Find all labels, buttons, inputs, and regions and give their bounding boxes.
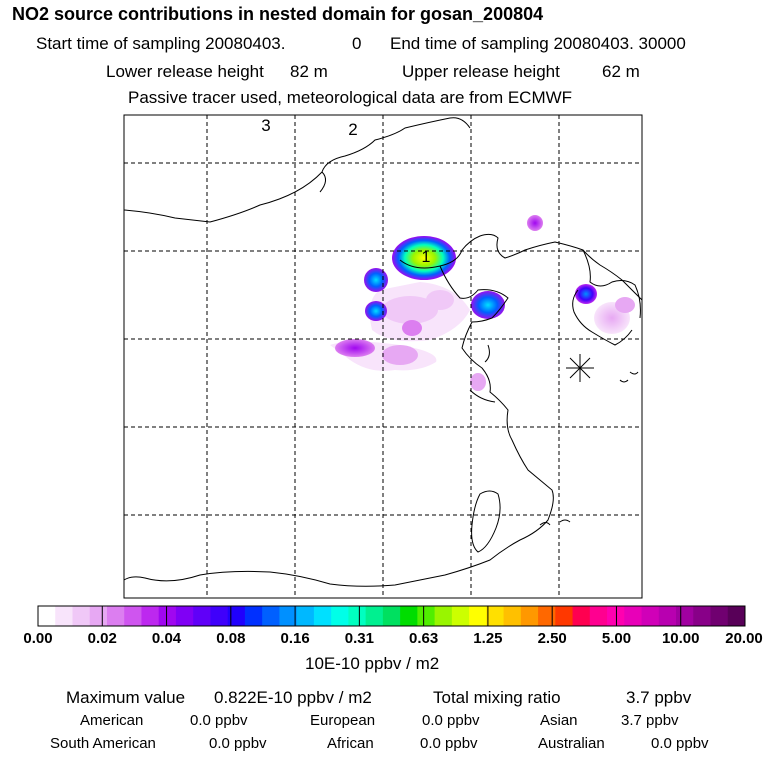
region-name-american: American	[80, 712, 144, 729]
colorbar-swatch	[141, 606, 160, 626]
region-name-asian: Asian	[540, 712, 578, 729]
colorbar-swatch	[710, 606, 729, 626]
colorbar-swatch	[486, 606, 505, 626]
region-value-australian: 0.0 ppbv	[651, 735, 709, 752]
colorbar-swatch	[89, 606, 108, 626]
map-grid	[124, 115, 642, 598]
colorbar-tick-label: 0.02	[87, 630, 117, 647]
colorbar-swatch	[296, 606, 315, 626]
region-name-european: European	[310, 712, 376, 729]
grid-label-3: 3	[261, 116, 270, 135]
colorbar-swatch	[106, 606, 125, 626]
start-time-label: Start time of sampling 20080403.	[36, 34, 286, 53]
colorbar-tick-label: 5.00	[601, 630, 632, 647]
plot-title: NO2 source contributions in nested domai…	[12, 4, 544, 24]
colorbar-swatch	[227, 606, 246, 626]
colorbar-swatch	[313, 606, 332, 626]
region-value-european: 0.0 ppbv	[422, 712, 480, 729]
max-value-label: Maximum value	[66, 688, 186, 707]
grid-label-1: 1	[422, 249, 431, 266]
colorbar-swatch	[124, 606, 142, 626]
colorbar-tick-label: 10.00	[661, 630, 700, 647]
lower-release-value: 82 m	[290, 62, 328, 81]
colorbar-swatch	[451, 606, 470, 626]
region-name-australian: Australian	[538, 735, 605, 752]
colorbar-tick-label: 2.50	[537, 630, 567, 647]
map-frame	[123, 114, 643, 599]
colorbar-swatch	[158, 606, 177, 626]
colorbar-swatch	[555, 606, 574, 626]
total-mixing-label: Total mixing ratio	[433, 688, 561, 707]
upper-release-label: Upper release height	[402, 62, 560, 81]
colorbar-swatch	[434, 606, 453, 626]
colorbar-swatch	[175, 606, 194, 626]
colorbar-swatch	[279, 606, 298, 626]
colorbar-swatch	[382, 606, 401, 626]
region-value-asian: 3.7 ppbv	[621, 712, 679, 729]
grid-label-2: 2	[348, 120, 357, 139]
colorbar-swatch	[331, 606, 349, 626]
total-mixing-value: 3.7 ppbv	[626, 688, 692, 707]
receptor-asterisk-marker	[566, 354, 594, 382]
colorbar-swatch	[520, 606, 539, 626]
tracer-note: Passive tracer used, meteorological data…	[128, 88, 573, 107]
colorbar-swatch	[624, 606, 643, 626]
coastlines	[124, 117, 642, 587]
colorbar-swatch	[400, 606, 418, 626]
colorbar-units: 10E-10 ppbv / m2	[305, 654, 440, 673]
colorbar-tick-label: 0.16	[280, 630, 310, 647]
region-value-african: 0.0 ppbv	[420, 735, 478, 752]
colorbar-swatch	[727, 606, 746, 626]
colorbar-tick-label: 20.00	[725, 630, 763, 647]
colorbar-tick-label: 0.04	[151, 630, 182, 647]
colorbar-swatch	[658, 606, 677, 626]
upper-release-value: 62 m	[602, 62, 640, 81]
colorbar-tick-label: 0.63	[409, 630, 439, 647]
colorbar-swatch	[538, 606, 556, 626]
colorbar-swatch	[55, 606, 73, 626]
region-name-african: African	[327, 735, 374, 752]
max-value: 0.822E-10 ppbv / m2	[214, 688, 372, 707]
colorbar	[37, 605, 746, 627]
colorbar-tick-label: 0.31	[344, 630, 374, 647]
concentration-field	[330, 215, 635, 391]
colorbar-swatch	[210, 606, 229, 626]
colorbar-swatch	[193, 606, 211, 626]
region-value-american: 0.0 ppbv	[190, 712, 248, 729]
start-time-value: 0	[352, 34, 362, 53]
colorbar-swatch	[348, 606, 367, 626]
colorbar-swatch	[676, 606, 694, 626]
colorbar-swatch	[469, 606, 487, 626]
colorbar-tick-label: 0.00	[23, 630, 53, 647]
colorbar-swatch	[589, 606, 608, 626]
region-name-south-american: South American	[50, 735, 156, 752]
colorbar-swatch	[72, 606, 91, 626]
colorbar-swatch	[693, 606, 712, 626]
colorbar-tick-label: 1.25	[473, 630, 503, 647]
colorbar-swatch	[417, 606, 436, 626]
lower-release-label: Lower release height	[106, 62, 264, 81]
colorbar-swatch	[503, 606, 522, 626]
colorbar-swatch	[262, 606, 280, 626]
colorbar-swatch	[641, 606, 660, 626]
colorbar-swatch	[572, 606, 591, 626]
end-time-label: End time of sampling 20080403. 30000	[390, 34, 686, 53]
region-value-south-american: 0.0 ppbv	[209, 735, 267, 752]
colorbar-swatch	[38, 606, 56, 626]
colorbar-swatch	[365, 606, 384, 626]
colorbar-swatch	[607, 606, 625, 626]
colorbar-tick-label: 0.08	[216, 630, 246, 647]
colorbar-frame	[37, 605, 746, 627]
colorbar-swatch	[244, 606, 263, 626]
